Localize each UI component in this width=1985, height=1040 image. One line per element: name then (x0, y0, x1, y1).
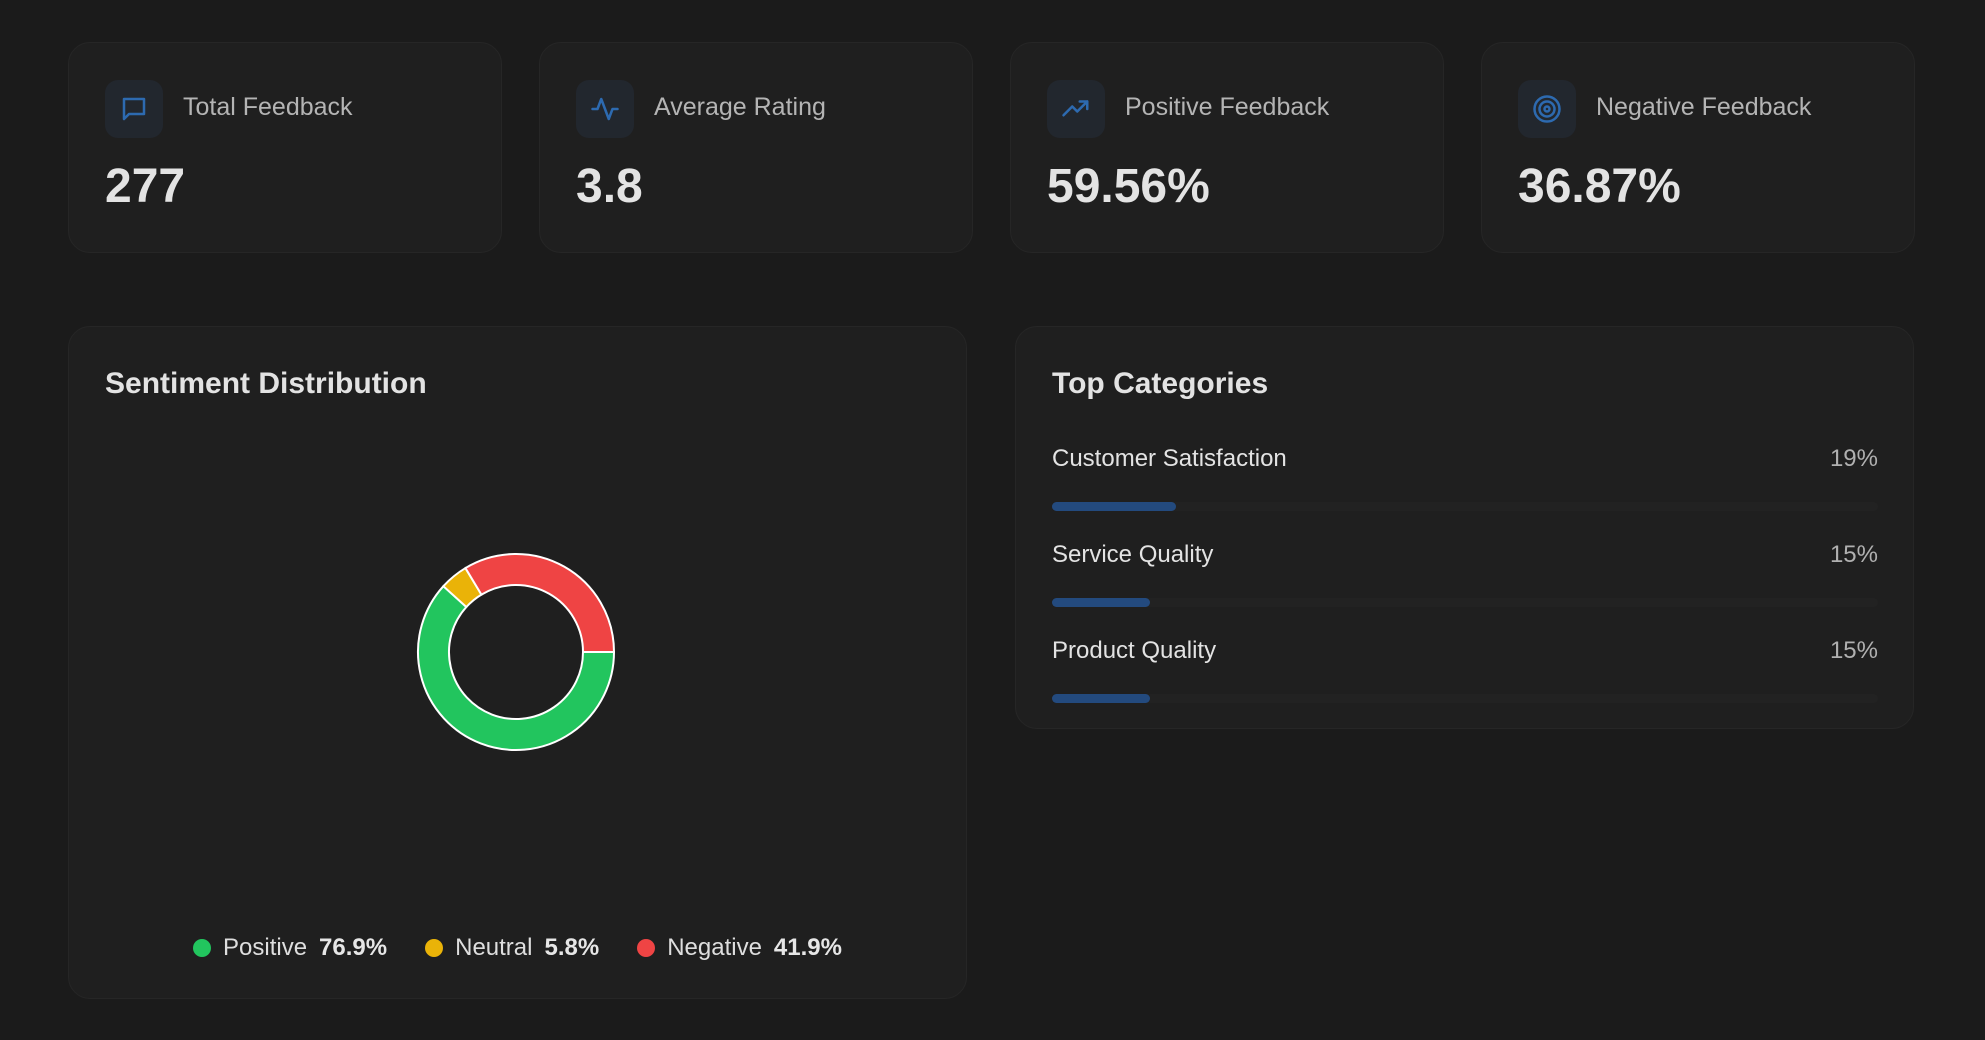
legend-dot-positive (193, 939, 211, 957)
category-row-service-quality: Service Quality 15% (1052, 541, 1878, 607)
message-square-icon (105, 80, 163, 138)
sentiment-distribution-panel: Sentiment Distribution Positive 76.9% Ne… (68, 326, 967, 999)
stat-card-total-feedback: Total Feedback 277 (68, 42, 502, 253)
target-icon (1518, 80, 1576, 138)
stat-card-positive-feedback: Positive Feedback 59.56% (1010, 42, 1444, 253)
legend-item-neutral[interactable]: Neutral 5.8% (425, 934, 599, 962)
trending-up-icon (1047, 80, 1105, 138)
legend-value: 5.8% (544, 934, 600, 961)
legend-name: Neutral (455, 934, 533, 961)
panel-title: Top Categories (1052, 367, 1269, 400)
sentiment-donut-chart (417, 553, 616, 751)
stat-card-average-rating: Average Rating 3.8 (539, 42, 973, 253)
legend-name: Positive (223, 934, 308, 961)
chart-legend: Positive 76.9% Neutral 5.8% Negative 41.… (69, 934, 966, 962)
category-name: Product Quality (1052, 637, 1217, 664)
stat-cards: Total Feedback 277 Average Rating 3.8 Po… (68, 42, 1915, 253)
panel-title: Sentiment Distribution (105, 367, 427, 400)
legend-dot-neutral (425, 939, 444, 957)
category-progress-track (1052, 598, 1878, 607)
category-progress-track (1052, 502, 1878, 511)
legend-name: Negative (667, 934, 762, 961)
category-progress-fill (1052, 694, 1151, 703)
legend-item-positive[interactable]: Positive 76.9% (193, 934, 387, 962)
category-percent: 15% (1829, 637, 1878, 664)
stat-label: Total Feedback (183, 93, 353, 121)
category-row-customer-satisfaction: Customer Satisfaction 19% (1052, 445, 1878, 511)
category-row-product-quality: Product Quality 15% (1052, 637, 1878, 703)
category-percent: 19% (1829, 445, 1878, 472)
legend-value: 76.9% (319, 934, 388, 961)
donut-slice-negative[interactable] (464, 553, 616, 653)
stat-label: Average Rating (654, 93, 826, 121)
legend-item-negative[interactable]: Negative 41.9% (637, 934, 842, 962)
legend-value: 41.9% (773, 934, 842, 961)
category-progress-fill (1052, 502, 1176, 511)
activity-icon (576, 80, 634, 138)
category-percent: 15% (1829, 541, 1878, 568)
stat-card-negative-feedback: Negative Feedback 36.87% (1481, 42, 1915, 253)
legend-dot-negative (637, 939, 656, 957)
category-progress-fill (1052, 598, 1151, 607)
stat-value: 59.56% (1047, 160, 1210, 213)
category-name: Service Quality (1052, 541, 1214, 568)
stat-value: 277 (105, 160, 186, 213)
stat-label: Negative Feedback (1596, 93, 1812, 121)
donut-slice-positive[interactable] (417, 584, 616, 751)
category-name: Customer Satisfaction (1052, 445, 1287, 472)
category-progress-track (1052, 694, 1878, 703)
stat-value: 36.87% (1518, 160, 1681, 213)
stat-value: 3.8 (576, 160, 643, 213)
top-categories-panel: Top Categories Customer Satisfaction 19%… (1015, 326, 1914, 729)
stat-label: Positive Feedback (1125, 93, 1330, 121)
